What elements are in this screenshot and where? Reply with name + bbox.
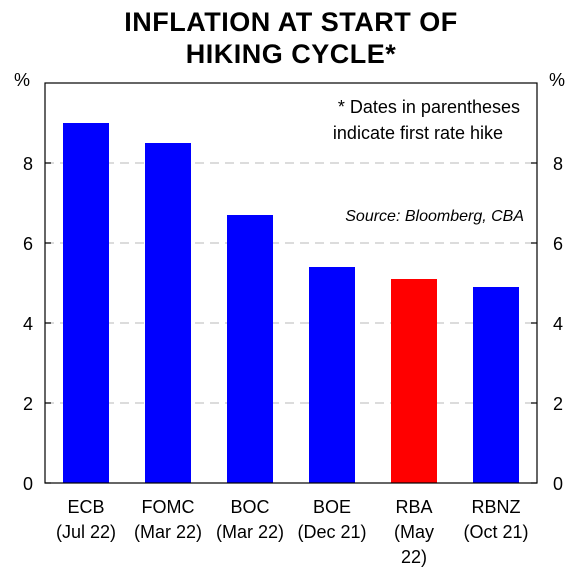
chart-title-line-1: INFLATION AT START OF xyxy=(124,7,458,37)
bar xyxy=(145,143,191,483)
bar xyxy=(227,215,273,483)
bar xyxy=(391,279,437,483)
x-tick-label: 22) xyxy=(401,547,427,567)
bars xyxy=(63,123,519,483)
axes xyxy=(44,82,538,484)
y-tick-label-left: 2 xyxy=(23,394,33,414)
y-tick-label-right: 0 xyxy=(553,474,563,494)
x-tick-label: (May xyxy=(394,522,434,542)
bar xyxy=(63,123,109,483)
y-tick-label-right: 6 xyxy=(553,234,563,254)
y-tick-label-left: 8 xyxy=(23,154,33,174)
y-tick-label-right: 2 xyxy=(553,394,563,414)
x-tick-label: RBA xyxy=(395,497,432,517)
gridlines xyxy=(45,162,537,404)
plot-frame xyxy=(44,82,538,484)
y-tick-label-right: 4 xyxy=(553,314,563,334)
chart-title-line-2: HIKING CYCLE* xyxy=(185,39,397,69)
chart-title: INFLATION AT START OF HIKING CYCLE* xyxy=(0,6,582,70)
y-tick-label-left: 0 xyxy=(23,474,33,494)
x-tick-label: (Mar 22) xyxy=(216,522,284,542)
bar xyxy=(309,267,355,483)
note-line-1: * Dates in parentheses xyxy=(338,97,520,117)
x-tick-label: BOE xyxy=(313,497,351,517)
x-tick-label: (Oct 21) xyxy=(463,522,528,542)
chart-note: * Dates in parentheses indicate first ra… xyxy=(333,97,520,143)
tick-labels: 0 0 2 2 4 4 6 6 8 8 xyxy=(23,154,563,494)
bar xyxy=(473,287,519,483)
y-tick-label-left: 6 xyxy=(23,234,33,254)
x-tick-label: RBNZ xyxy=(472,497,521,517)
x-tick-label: FOMC xyxy=(142,497,195,517)
x-tick-label: BOC xyxy=(230,497,269,517)
note-line-2: indicate first rate hike xyxy=(333,123,503,143)
y-unit-left: % xyxy=(14,70,30,90)
y-tick-label-left: 4 xyxy=(23,314,33,334)
y-tick-label-right: 8 xyxy=(553,154,563,174)
x-tick-label: (Dec 21) xyxy=(297,522,366,542)
y-unit-right: % xyxy=(549,70,565,90)
source-note: Source: Bloomberg, CBA xyxy=(345,208,524,225)
x-tick-label: (Mar 22) xyxy=(134,522,202,542)
x-tick-label: ECB xyxy=(67,497,104,517)
x-tick-label: (Jul 22) xyxy=(56,522,116,542)
category-labels: ECB (Jul 22) FOMC (Mar 22) BOC (Mar 22) BOE (De… xyxy=(56,497,529,567)
